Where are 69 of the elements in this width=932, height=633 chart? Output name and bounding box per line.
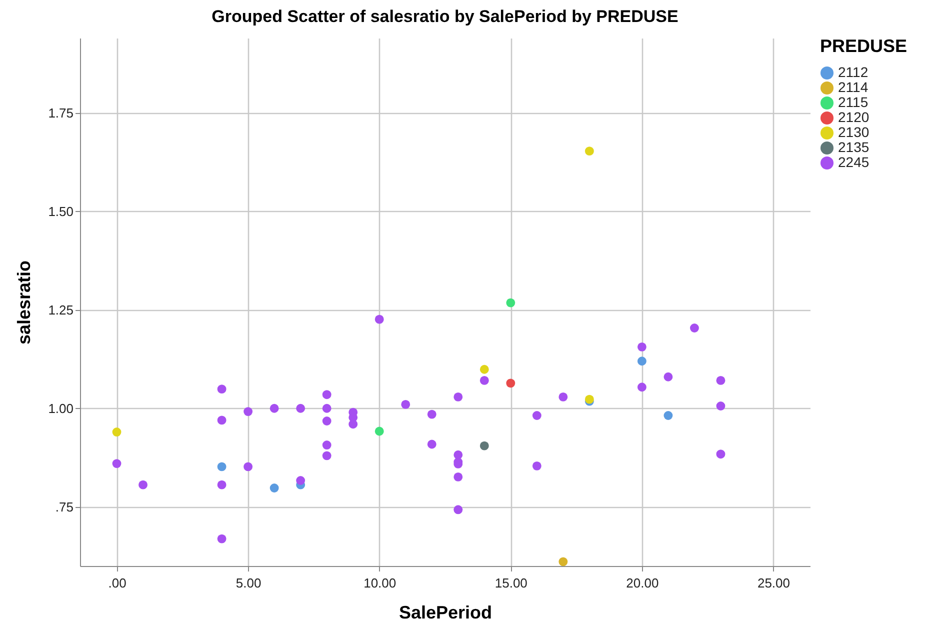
legend-label: 2130: [838, 124, 870, 140]
x-tick-label: 25.00: [757, 576, 790, 590]
legend-label: 2114: [838, 79, 868, 95]
y-tick-label: .75: [55, 499, 74, 514]
point: [690, 324, 699, 332]
point: [322, 390, 332, 400]
point: [244, 462, 253, 472]
point: [401, 400, 410, 409]
x-tick-label: 15.00: [494, 576, 528, 590]
point: [296, 404, 306, 413]
point: [270, 404, 279, 413]
point: [637, 382, 646, 392]
point: [217, 534, 226, 544]
point: [454, 472, 463, 482]
legend-label: 2135: [838, 139, 870, 155]
point: [217, 416, 226, 425]
point: [454, 505, 463, 514]
point: [348, 420, 358, 429]
point: [506, 298, 516, 308]
point: [427, 410, 436, 419]
y-tick-label: 1.00: [48, 400, 74, 416]
point: [322, 440, 332, 450]
point: [716, 376, 726, 385]
point: [480, 376, 489, 385]
point: [716, 450, 726, 459]
point: [217, 384, 226, 394]
y-tick-label: 1.75: [48, 105, 74, 120]
y-tick-label: 1.25: [48, 302, 74, 318]
point: [296, 476, 306, 485]
legend-label: 2120: [838, 109, 870, 125]
point: [322, 416, 332, 426]
point: [664, 372, 673, 382]
point: [558, 392, 568, 402]
point: [558, 557, 568, 566]
point: [374, 314, 384, 324]
point: [112, 459, 122, 468]
y-axis-title: salesratio: [14, 260, 34, 345]
point: [454, 392, 463, 402]
point: [506, 378, 516, 388]
legend-label: 2115: [838, 94, 868, 110]
legend-title: PREDUSE: [820, 36, 908, 56]
point: [664, 411, 673, 420]
x-axis-title: SalePeriod: [398, 602, 492, 622]
x-tick-label: 5.00: [236, 576, 262, 590]
point: [217, 462, 226, 472]
point: [584, 146, 594, 156]
point: [322, 404, 332, 413]
legend-label: 2112: [838, 64, 868, 80]
x-tick-label: .00: [108, 576, 126, 590]
point: [637, 342, 646, 352]
point: [716, 402, 726, 410]
point: [322, 451, 332, 460]
point: [374, 426, 384, 436]
point: [637, 356, 646, 366]
point: [138, 480, 148, 490]
x-tick-label: 20.00: [626, 576, 659, 590]
point: [427, 440, 436, 449]
point: [112, 428, 122, 436]
point: [244, 407, 253, 416]
point: [532, 461, 542, 470]
x-tick-label: 10.00: [364, 576, 396, 590]
chart-title: Grouped Scatter of salesratio by SalePeriod by PREDUSE: [212, 7, 678, 26]
point: [532, 411, 542, 420]
point: [217, 480, 226, 490]
point: [480, 364, 489, 374]
point: [270, 484, 279, 492]
y-tick-label: 1.50: [48, 204, 74, 219]
point: [480, 441, 489, 450]
legend-label: 2245: [838, 154, 870, 170]
